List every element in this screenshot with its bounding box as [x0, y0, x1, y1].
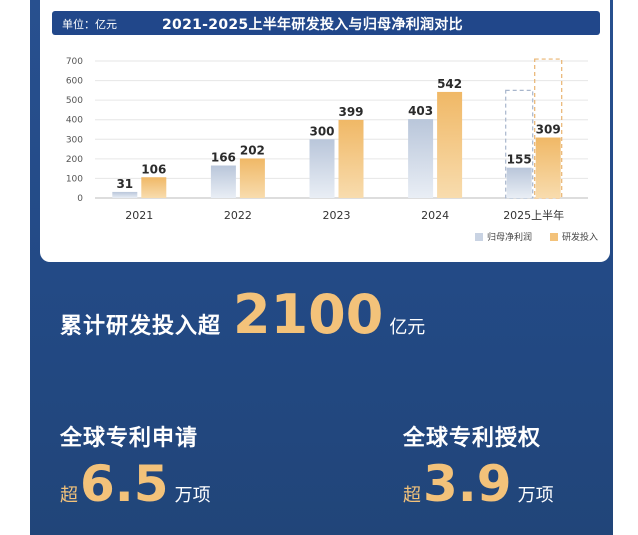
bar-rd: [239, 158, 265, 198]
legend-swatch-profit: [475, 233, 483, 241]
y-tick-label: 200: [66, 155, 83, 165]
y-tick-label: 600: [66, 77, 83, 87]
bar-rd: [338, 119, 364, 198]
data-label: 403: [408, 104, 433, 118]
y-tick-label: 0: [77, 194, 83, 204]
summary-line: 累计研发投入超 2100 亿元: [60, 283, 425, 363]
stat-unit: 万项: [174, 485, 211, 506]
stat-title-applications: 全球专利申请: [60, 426, 199, 451]
bar-rd: [141, 177, 167, 198]
data-label: 166: [211, 151, 236, 165]
y-tick-label: 700: [66, 57, 83, 67]
chart-card: 单位：亿元 2021-2025上半年研发投入与归母净利润对比 0 100 200 30…: [40, 0, 610, 262]
bar-profit: [309, 139, 335, 198]
data-label: 155: [507, 153, 532, 167]
bar-rd: [535, 137, 561, 198]
summary-unit: 亿元: [389, 317, 426, 338]
x-tick-label: 2025上半年: [503, 208, 564, 222]
x-tick-label: 2022: [224, 209, 252, 222]
chart-header: 单位：亿元 2021-2025上半年研发投入与归母净利润对比: [52, 11, 600, 35]
stat-title-grants: 全球专利授权: [403, 426, 542, 451]
stat-number: 3.9: [423, 455, 512, 513]
unit-label: 单位：亿元: [62, 18, 117, 31]
y-tick-label: 100: [66, 174, 83, 184]
y-tick-label: 400: [66, 116, 83, 126]
data-label: 399: [338, 105, 363, 119]
chart-title: 2021-2025上半年研发投入与归母净利润对比: [162, 17, 463, 33]
x-tick-label: 2023: [323, 209, 351, 222]
bar-profit: [112, 191, 138, 198]
stat-value-applications: 超 6.5 万项: [60, 455, 211, 513]
y-tick-label: 500: [66, 96, 83, 106]
legend-swatch-rd: [550, 233, 558, 241]
legend-label-profit: 归母净利润: [487, 231, 532, 243]
stat-number: 6.5: [80, 455, 169, 513]
y-tick-label: 300: [66, 135, 83, 145]
infographic-panel: 单位：亿元 2021-2025上半年研发投入与归母净利润对比 0 100 200 30…: [30, 0, 613, 535]
data-label: 202: [240, 143, 265, 157]
bar-chart: 0 100 200 300 400 500 600 700 31 106 2021 166 202 202…: [66, 57, 598, 243]
data-label: 106: [141, 162, 166, 176]
stat-prefix: 超: [60, 485, 78, 506]
bar-profit: [210, 165, 236, 198]
data-label: 542: [437, 77, 462, 91]
bar-profit: [506, 167, 532, 198]
stat-unit: 万项: [517, 485, 554, 506]
bar-rd: [437, 91, 463, 198]
bar-profit: [408, 119, 434, 198]
summary-prefix: 累计研发投入超: [60, 314, 222, 339]
data-label: 31: [116, 177, 133, 191]
summary-number: 2100: [233, 283, 384, 346]
stat-prefix: 超: [403, 485, 421, 506]
stat-value-grants: 超 3.9 万项: [403, 455, 554, 513]
dashed-outline: [534, 58, 563, 199]
data-label: 309: [536, 123, 561, 137]
legend-label-rd: 研发投入: [562, 231, 598, 243]
data-label: 300: [309, 124, 334, 138]
x-tick-label: 2021: [125, 209, 153, 222]
x-tick-label: 2024: [421, 209, 449, 222]
